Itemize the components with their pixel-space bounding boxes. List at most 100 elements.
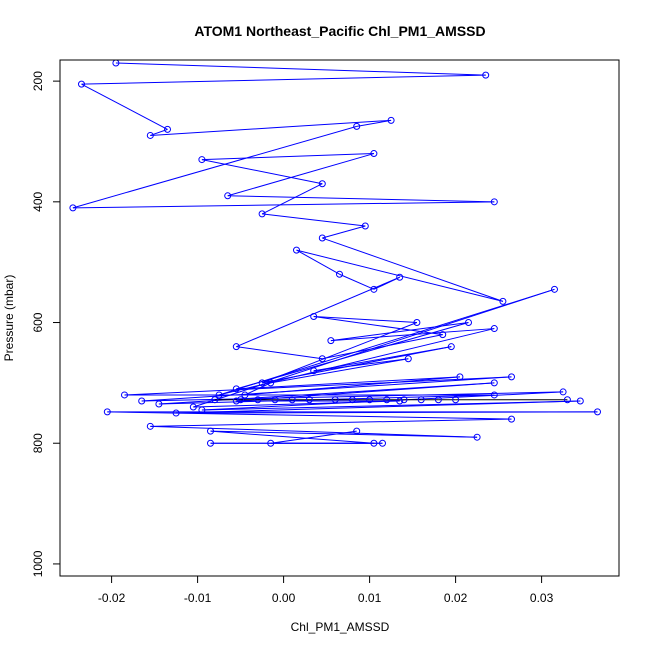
data-point	[576, 397, 584, 405]
series-0-segment	[107, 411, 512, 420]
series-0-segment	[158, 382, 495, 405]
data-point	[370, 285, 378, 293]
series-0-segment	[313, 315, 417, 324]
data-point	[396, 273, 404, 281]
data-point	[146, 131, 154, 139]
series-0-segment	[262, 213, 366, 227]
data-point	[164, 125, 171, 133]
series-0-segment	[227, 153, 375, 197]
series-0-segment	[296, 249, 504, 302]
data-point	[318, 234, 326, 242]
data-point	[146, 422, 154, 430]
data-point	[258, 210, 266, 218]
data-point	[336, 270, 343, 278]
data-point	[189, 403, 197, 411]
data-point	[78, 80, 85, 88]
data-point	[207, 439, 214, 447]
data-point	[396, 397, 404, 405]
data-point	[138, 397, 146, 405]
data-point	[267, 379, 275, 387]
y-tick-label: 800	[31, 433, 45, 453]
data-point	[447, 343, 455, 351]
data-point	[241, 391, 249, 399]
series-0-segment	[296, 249, 340, 275]
data-point	[482, 71, 490, 79]
data-point	[267, 439, 275, 447]
data-point	[594, 408, 601, 416]
x-axis: -0.02 -0.01 0.00 0.01 0.02 0.03	[98, 575, 554, 605]
x-tick-label: 0.02	[444, 591, 468, 605]
x-axis-label: Chl_PM1_AMSSD	[291, 620, 390, 634]
data-point	[232, 385, 240, 393]
series-0-segment	[210, 430, 478, 438]
data-point	[439, 331, 447, 339]
series-0-segment	[356, 119, 392, 127]
data-point	[490, 379, 498, 387]
data-point	[207, 427, 214, 435]
x-tick-label: -0.02	[98, 591, 126, 605]
x-tick-label: 0.00	[272, 591, 296, 605]
data-point	[559, 388, 567, 396]
data-point	[305, 396, 313, 404]
x-tick-label: 0.01	[358, 591, 382, 605]
data-point	[310, 312, 318, 320]
data-point	[254, 396, 262, 404]
data-point	[318, 355, 326, 363]
series-0-segment	[270, 358, 409, 384]
series-0-segment	[210, 430, 374, 444]
data-point	[327, 337, 335, 345]
data-point	[413, 319, 421, 327]
data-point	[198, 406, 206, 414]
data-point	[310, 367, 318, 375]
series-0-segment	[236, 276, 400, 348]
series-0-segment	[322, 225, 366, 239]
data-point	[473, 433, 481, 441]
y-tick-label: 200	[31, 71, 45, 91]
data-point	[490, 391, 498, 399]
data-point	[400, 396, 408, 404]
data-point	[508, 415, 515, 423]
data-point	[318, 180, 326, 188]
series-0-segment	[124, 376, 512, 396]
series-0-segment	[150, 418, 512, 427]
chart-title: ATOM1 Northeast_Pacific Chl_PM1_AMSSD	[194, 23, 485, 39]
data-point	[258, 379, 266, 387]
data-point	[103, 408, 111, 416]
data-point	[155, 400, 163, 408]
data-point	[417, 396, 425, 404]
data-point	[224, 192, 232, 200]
y-axis-label: Pressure (mbar)	[2, 275, 16, 362]
series-0-segment	[322, 237, 504, 302]
data-point	[172, 409, 180, 417]
series-0-segment	[193, 288, 555, 408]
data-point	[387, 116, 395, 124]
data-point	[293, 246, 300, 254]
series-0-segment	[236, 346, 323, 360]
x-tick-label: 0.03	[530, 591, 554, 605]
series-0-segment	[176, 400, 581, 414]
data-point	[452, 396, 460, 404]
series-0-segment	[72, 125, 357, 209]
data-point	[353, 427, 361, 435]
data-point	[370, 150, 378, 158]
data-point	[465, 319, 472, 327]
y-tick-label: 400	[31, 191, 45, 211]
series-0-segment	[72, 201, 495, 209]
series-0-segment	[150, 425, 478, 438]
data-point	[198, 156, 206, 164]
data-point	[211, 396, 219, 404]
data-point	[232, 343, 240, 351]
y-tick-label: 1000	[31, 550, 45, 577]
data-point	[379, 439, 386, 447]
data-point	[361, 222, 369, 230]
series-0-segment	[339, 273, 375, 290]
data-point	[215, 391, 223, 399]
data-point	[456, 373, 464, 381]
series-0-segment	[330, 328, 495, 342]
series-0-segment	[261, 183, 323, 215]
data-point	[121, 391, 128, 399]
series-0-segment	[270, 430, 357, 444]
series-0-segment	[141, 376, 512, 402]
data-point	[288, 396, 296, 404]
